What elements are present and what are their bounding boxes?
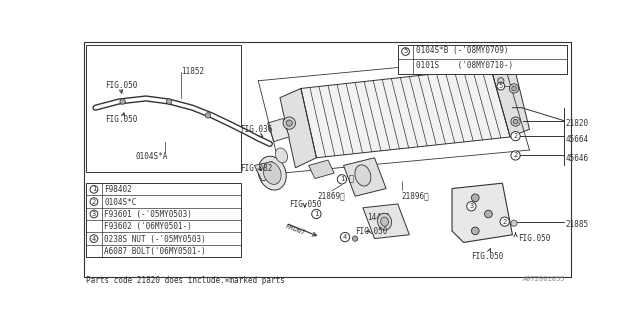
Text: 21896※: 21896※ [402, 191, 429, 200]
Text: F98402: F98402 [104, 186, 132, 195]
Text: 3: 3 [92, 211, 96, 217]
Text: 4: 4 [92, 236, 96, 242]
Circle shape [402, 48, 410, 55]
Bar [86, 44, 241, 172]
Polygon shape [308, 160, 334, 179]
Text: 45646: 45646 [565, 154, 588, 163]
Text: 45664: 45664 [565, 135, 588, 144]
Text: 1: 1 [314, 211, 319, 217]
Text: FIG.050: FIG.050 [472, 252, 504, 261]
Text: 3: 3 [469, 203, 474, 209]
Text: Parts code 21820 does include.×marked parts: Parts code 21820 does include.×marked pa… [86, 276, 285, 284]
Text: ※: ※ [348, 175, 353, 184]
Ellipse shape [275, 148, 287, 163]
Polygon shape [452, 183, 513, 243]
Polygon shape [254, 162, 280, 181]
Ellipse shape [258, 156, 286, 190]
Circle shape [472, 194, 479, 202]
Text: 0101S    ('08MY0710-): 0101S ('08MY0710-) [415, 61, 513, 70]
Text: A6087 BOLT('06MY0501-): A6087 BOLT('06MY0501-) [104, 247, 206, 256]
Text: 11852: 11852 [180, 67, 204, 76]
Text: 21885: 21885 [565, 220, 588, 229]
Text: FIG.082: FIG.082 [241, 164, 273, 173]
Text: 14471: 14471 [367, 213, 390, 222]
Circle shape [511, 151, 520, 160]
Circle shape [511, 86, 516, 91]
Text: 5: 5 [403, 49, 408, 54]
Circle shape [498, 78, 504, 84]
Text: FIG.050: FIG.050 [289, 200, 322, 209]
Circle shape [511, 220, 517, 226]
Circle shape [497, 82, 505, 90]
Text: 0238S NUT (-'05MY0503): 0238S NUT (-'05MY0503) [104, 235, 206, 244]
Ellipse shape [378, 213, 392, 230]
Polygon shape [301, 68, 510, 158]
Polygon shape [491, 60, 529, 137]
Circle shape [484, 210, 492, 218]
Circle shape [509, 84, 518, 93]
Text: FIG.050: FIG.050 [106, 116, 138, 124]
Text: FIG.050: FIG.050 [518, 234, 550, 243]
Circle shape [500, 217, 509, 226]
Text: F93601 (-'05MY0503): F93601 (-'05MY0503) [104, 210, 192, 219]
Text: FIG.036: FIG.036 [241, 124, 273, 134]
Polygon shape [363, 204, 410, 239]
Text: 2: 2 [92, 199, 96, 205]
Polygon shape [268, 118, 289, 141]
Text: 1: 1 [92, 186, 96, 192]
Text: 0104S*A: 0104S*A [136, 152, 168, 161]
Polygon shape [280, 88, 316, 168]
Text: 21820: 21820 [565, 119, 588, 128]
Text: A072001055: A072001055 [524, 276, 566, 282]
Circle shape [340, 232, 349, 242]
Text: FIG.050: FIG.050 [106, 81, 138, 90]
Circle shape [467, 202, 476, 211]
Circle shape [90, 210, 98, 218]
Text: 0104S*C: 0104S*C [104, 198, 136, 207]
Circle shape [166, 99, 172, 104]
Circle shape [90, 198, 98, 205]
Text: 5: 5 [499, 83, 503, 89]
Circle shape [513, 119, 518, 124]
Text: 21869※: 21869※ [318, 191, 346, 200]
Ellipse shape [263, 162, 281, 184]
Text: 1: 1 [340, 176, 344, 182]
Ellipse shape [355, 165, 371, 186]
Bar [86, 183, 241, 257]
Circle shape [283, 117, 296, 129]
Text: 2: 2 [502, 219, 507, 225]
Text: 0104S*B (-'08MY0709): 0104S*B (-'08MY0709) [415, 46, 508, 55]
Circle shape [337, 175, 347, 184]
Ellipse shape [381, 217, 388, 226]
Circle shape [353, 236, 358, 241]
Circle shape [205, 113, 211, 118]
Text: 2: 2 [513, 152, 518, 158]
Circle shape [90, 235, 98, 243]
Circle shape [472, 227, 479, 235]
Circle shape [90, 186, 98, 193]
Text: FRONT: FRONT [284, 223, 307, 236]
Circle shape [511, 132, 520, 141]
Circle shape [120, 99, 125, 104]
Polygon shape [344, 158, 386, 196]
Circle shape [286, 120, 292, 126]
Text: 4: 4 [343, 234, 347, 240]
Circle shape [511, 117, 520, 126]
Text: 2: 2 [513, 133, 518, 139]
Bar [397, 44, 566, 74]
Text: FIG.050: FIG.050 [355, 227, 387, 236]
Text: F93602 ('06MY0501-): F93602 ('06MY0501-) [104, 222, 192, 231]
Circle shape [312, 209, 321, 219]
